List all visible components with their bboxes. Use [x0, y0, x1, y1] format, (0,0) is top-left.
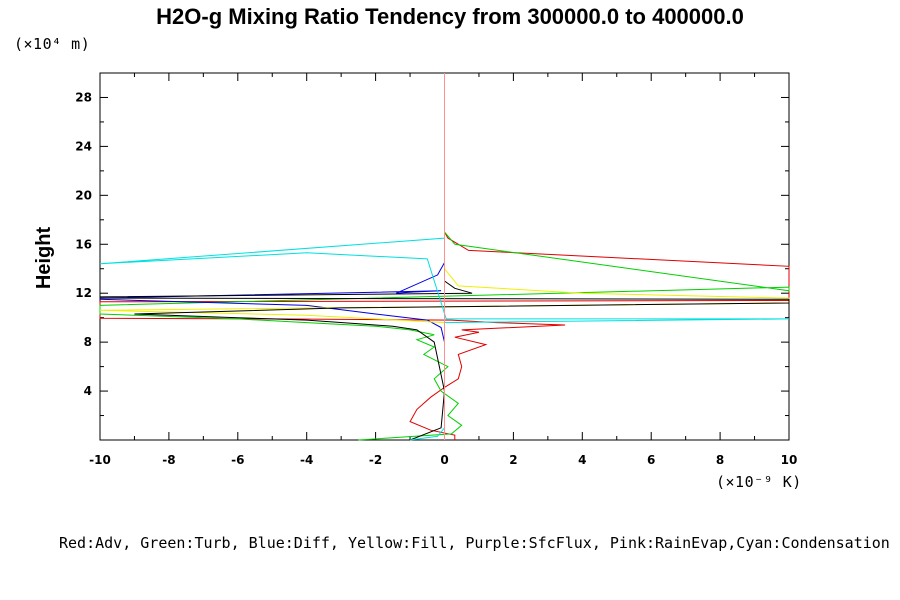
x-tick-label: -2 [369, 453, 382, 467]
y-tick-labels: 4 8 12 16 20 24 28 [75, 90, 92, 398]
x-tick-label: 10 [781, 453, 798, 467]
series-line-blue-diff [99, 256, 445, 440]
legend: Red:Adv, Green:Turb, Blue:Diff, Yellow:F… [59, 534, 890, 552]
x-unit-label: (×10⁻⁹ K) [716, 473, 802, 491]
x-tick-labels: -10 -8 -6 -4 -2 0 2 4 6 8 10 [89, 453, 797, 467]
series-line-cyan-condensation [99, 73, 790, 441]
x-tick-label: 0 [440, 453, 448, 467]
y-tick-label: 4 [84, 384, 92, 398]
series-layer [99, 73, 790, 441]
x-tick-label: 8 [716, 453, 724, 467]
x-tick-label: -10 [89, 453, 111, 467]
x-tick-label: -4 [300, 453, 313, 467]
y-axis-label: Height [33, 227, 55, 290]
y-tick-label: 12 [75, 286, 92, 300]
y-tick-label: 20 [75, 188, 92, 202]
x-tick-label: -6 [231, 453, 244, 467]
x-tick-label: 4 [578, 453, 586, 467]
y-tick-label: 28 [75, 90, 92, 104]
x-tick-label: -8 [162, 453, 175, 467]
series-line-black [99, 280, 790, 441]
y-tick-label: 8 [84, 335, 92, 349]
x-tick-label: 2 [509, 453, 517, 467]
x-tick-label: 6 [647, 453, 655, 467]
y-unit-label: (×10⁴ m) [14, 35, 90, 53]
y-tick-label: 24 [75, 139, 92, 153]
chart-title: H2O-g Mixing Ratio Tendency from 300000.… [156, 4, 744, 29]
y-tick-label: 16 [75, 237, 92, 251]
